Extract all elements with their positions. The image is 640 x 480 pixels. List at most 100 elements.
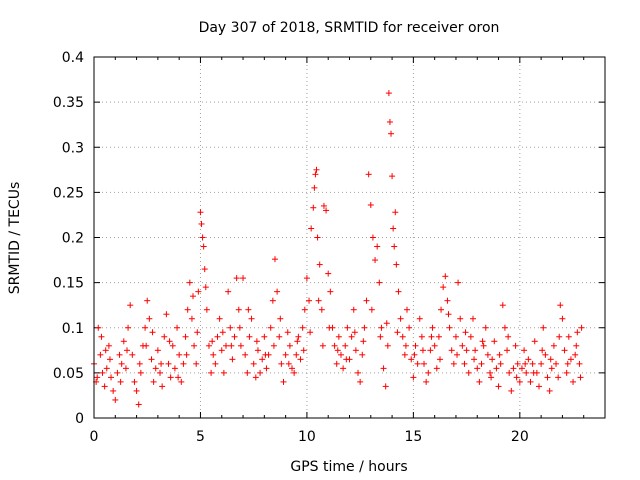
data-point bbox=[118, 360, 125, 367]
data-point bbox=[136, 360, 143, 367]
data-point bbox=[208, 369, 215, 376]
data-point bbox=[183, 351, 190, 358]
data-point bbox=[555, 374, 562, 381]
y-tick-label: 0.15 bbox=[53, 276, 84, 292]
data-point bbox=[184, 306, 191, 313]
chart-title: Day 307 of 2018, SRMTID for receiver oro… bbox=[199, 20, 500, 36]
data-point bbox=[142, 324, 149, 331]
data-point bbox=[101, 383, 108, 390]
data-point bbox=[120, 338, 127, 345]
data-point bbox=[219, 329, 226, 336]
data-point bbox=[227, 324, 234, 331]
data-point bbox=[360, 338, 367, 345]
data-point bbox=[482, 324, 489, 331]
data-point bbox=[225, 288, 232, 295]
data-point bbox=[348, 333, 355, 340]
data-point bbox=[303, 275, 310, 282]
data-point bbox=[311, 184, 318, 191]
data-point bbox=[512, 342, 519, 349]
x-tick-label: 0 bbox=[90, 429, 99, 445]
data-point bbox=[318, 306, 325, 313]
data-point bbox=[352, 347, 359, 354]
data-point bbox=[263, 365, 270, 372]
data-point bbox=[514, 360, 521, 367]
data-point bbox=[116, 351, 123, 358]
data-point bbox=[274, 288, 281, 295]
x-tick-label: 15 bbox=[404, 429, 422, 445]
data-point bbox=[510, 365, 517, 372]
data-point bbox=[327, 288, 334, 295]
data-point bbox=[372, 257, 379, 264]
data-point bbox=[117, 378, 124, 385]
data-point bbox=[452, 333, 459, 340]
data-point bbox=[472, 347, 479, 354]
data-point bbox=[489, 356, 496, 363]
data-point bbox=[220, 369, 227, 376]
data-point bbox=[278, 360, 285, 367]
data-point bbox=[282, 351, 289, 358]
data-point bbox=[112, 396, 119, 403]
data-point bbox=[198, 220, 205, 227]
data-point bbox=[480, 342, 487, 349]
data-point bbox=[301, 306, 308, 313]
data-point bbox=[499, 302, 506, 309]
data-point bbox=[368, 306, 375, 313]
data-point bbox=[546, 387, 553, 394]
data-point bbox=[229, 356, 236, 363]
data-point bbox=[97, 351, 104, 358]
data-point bbox=[197, 209, 204, 216]
data-point bbox=[103, 365, 110, 372]
data-point bbox=[384, 342, 391, 349]
data-point bbox=[367, 202, 374, 209]
data-point bbox=[199, 234, 206, 241]
y-tick-label: 0.25 bbox=[53, 185, 84, 201]
data-point bbox=[462, 329, 469, 336]
data-point bbox=[193, 360, 200, 367]
data-point bbox=[444, 297, 451, 304]
data-point bbox=[240, 275, 247, 282]
data-point bbox=[261, 333, 268, 340]
data-point bbox=[237, 342, 244, 349]
data-point bbox=[527, 378, 534, 385]
y-tick-label: 0 bbox=[75, 411, 84, 427]
data-point bbox=[538, 360, 545, 367]
data-point bbox=[344, 324, 351, 331]
data-point bbox=[158, 360, 165, 367]
data-point bbox=[385, 90, 392, 97]
data-point bbox=[393, 261, 400, 268]
data-point bbox=[516, 378, 523, 385]
axis-ticks: 0 0.05 0.1 0.15 0.2 0.25 0.3 0.35 0.4 0 5 10 15 20 bbox=[53, 50, 605, 445]
data-point bbox=[334, 347, 341, 354]
data-point bbox=[99, 369, 106, 376]
data-point bbox=[242, 351, 249, 358]
data-point bbox=[401, 351, 408, 358]
data-point bbox=[522, 360, 529, 367]
data-point bbox=[280, 378, 287, 385]
data-point bbox=[455, 279, 462, 286]
data-point bbox=[314, 234, 321, 241]
data-point bbox=[505, 333, 512, 340]
data-point bbox=[553, 360, 560, 367]
data-point bbox=[307, 329, 314, 336]
data-point bbox=[293, 351, 300, 358]
data-point bbox=[253, 338, 260, 345]
data-point bbox=[531, 338, 538, 345]
data-point bbox=[474, 365, 481, 372]
data-point bbox=[403, 306, 410, 313]
data-point bbox=[320, 202, 327, 209]
data-point bbox=[190, 293, 197, 300]
data-point bbox=[374, 243, 381, 250]
data-point bbox=[578, 324, 585, 331]
data-point bbox=[323, 207, 330, 214]
data-point bbox=[176, 351, 183, 358]
data-point bbox=[391, 243, 398, 250]
data-point bbox=[550, 342, 557, 349]
data-point bbox=[567, 356, 574, 363]
data-point bbox=[105, 342, 112, 349]
x-axis-label: GPS time / hours bbox=[290, 459, 407, 475]
data-point bbox=[228, 342, 235, 349]
data-point bbox=[343, 356, 350, 363]
data-point bbox=[395, 288, 402, 295]
data-point bbox=[202, 284, 209, 291]
data-point bbox=[355, 369, 362, 376]
